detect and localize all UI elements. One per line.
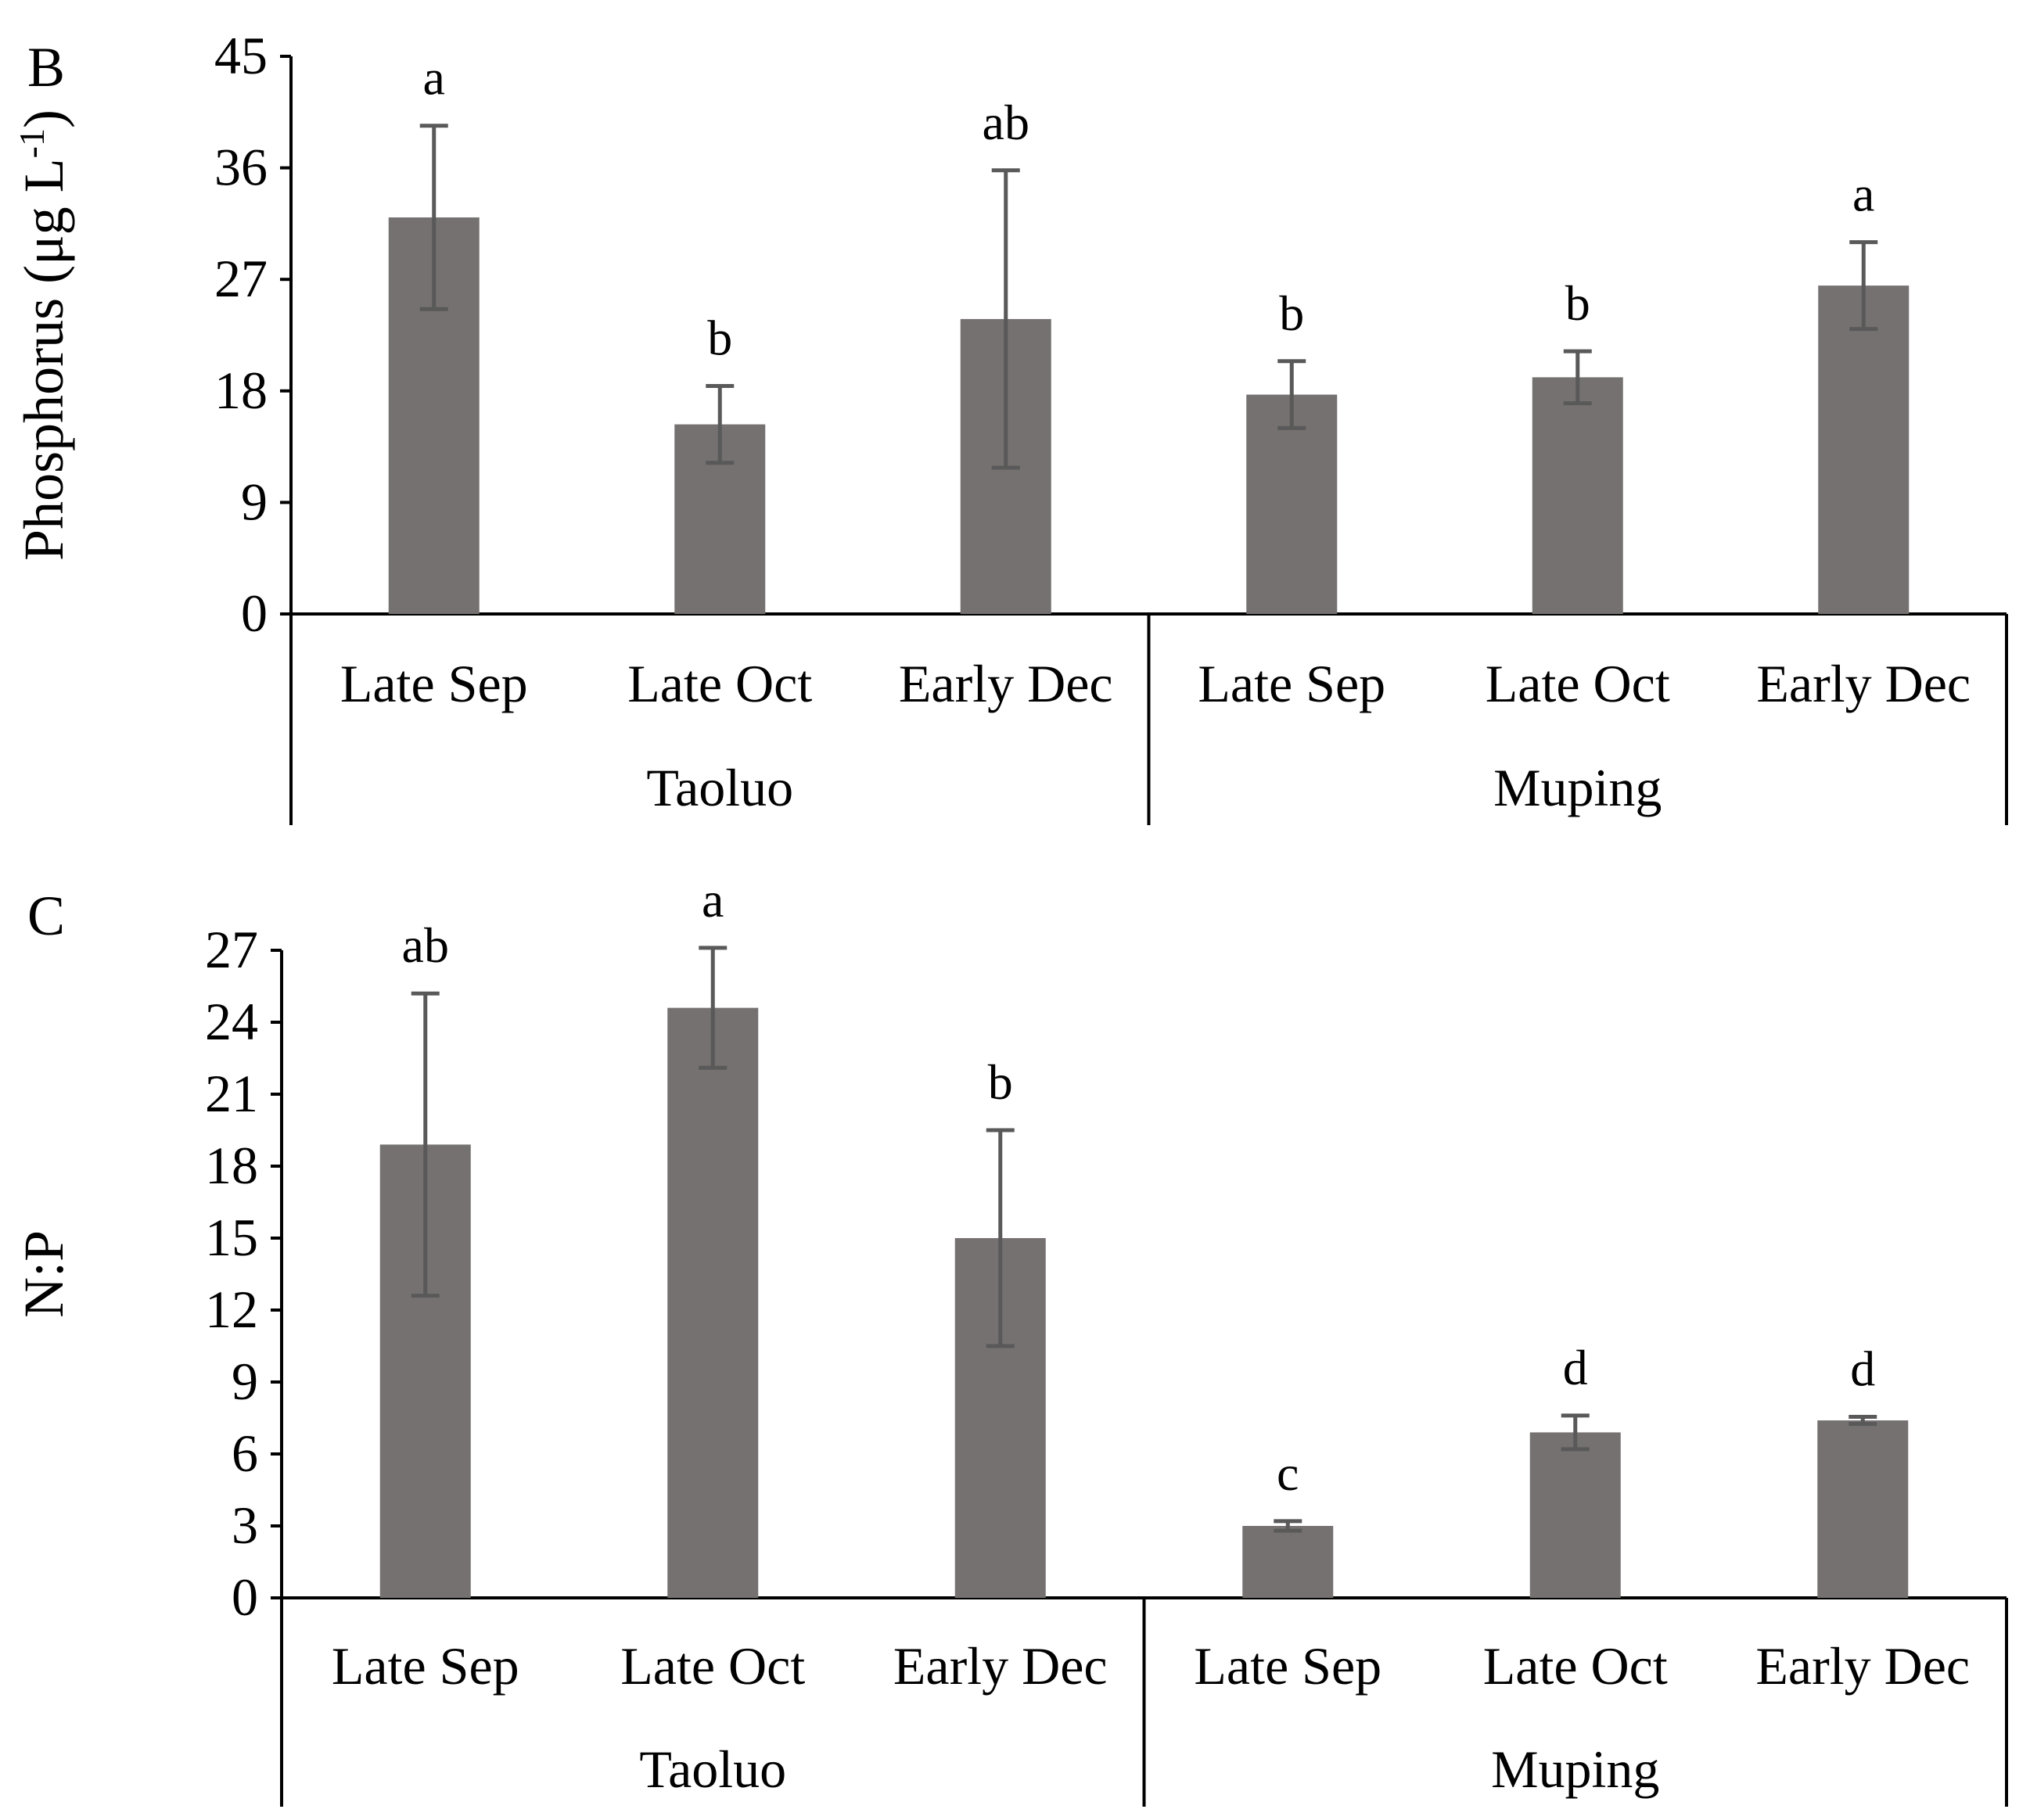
- x-group-label: Muping: [1491, 1739, 1659, 1799]
- y-tick-label: 0: [241, 583, 268, 643]
- y-axis-label-superscript: -1: [12, 128, 52, 158]
- x-group-label: Taoluo: [646, 758, 793, 817]
- panel-label: B: [27, 36, 65, 99]
- bar: [1246, 394, 1338, 614]
- x-category-label: Late Sep: [340, 654, 528, 713]
- bar: [1529, 1432, 1621, 1598]
- bar: [1818, 285, 1910, 614]
- y-tick-label: 15: [205, 1208, 258, 1267]
- x-category-label: Late Sep: [1198, 654, 1385, 713]
- bar: [1817, 1420, 1909, 1598]
- y-tick-label: 9: [232, 1352, 258, 1411]
- y-axis-label: Phosphorus (μg L-1): [12, 109, 75, 561]
- y-tick-label: 27: [205, 920, 258, 979]
- np-ratio-chart: C N:P 0 3 6 9 12 15 18 21 24 27 ab Late Sep a Late Oct b…: [13, 872, 2008, 1807]
- y-tick-label: 21: [205, 1064, 258, 1123]
- x-group-label: Taoluo: [639, 1739, 786, 1799]
- y-tick-label: 45: [214, 26, 268, 85]
- significance-letter: c: [1277, 1445, 1299, 1501]
- significance-letter: ab: [983, 95, 1029, 150]
- x-category-label: Late Oct: [1483, 1636, 1668, 1696]
- y-tick-label: 18: [205, 1136, 258, 1195]
- bar: [1532, 377, 1623, 614]
- y-axis-label-main: Phosphorus (μg L: [13, 158, 75, 561]
- significance-letter: b: [707, 310, 732, 365]
- x-category-label: Early Dec: [893, 1636, 1108, 1696]
- bar: [667, 1007, 759, 1598]
- y-axis-label-close: ): [13, 109, 75, 128]
- x-category-label: Early Dec: [1756, 654, 1971, 713]
- x-category-label: Late Sep: [332, 1636, 519, 1696]
- significance-letter: b: [1565, 275, 1590, 331]
- x-category-label: Late Oct: [620, 1636, 805, 1696]
- y-axis-label: N:P: [13, 1230, 75, 1318]
- x-group-label: Muping: [1493, 758, 1662, 817]
- x-category-label: Late Sep: [1194, 1636, 1381, 1696]
- x-category-label: Late Oct: [1486, 654, 1670, 713]
- y-tick-label: 9: [241, 472, 268, 531]
- y-tick-label: 3: [232, 1495, 258, 1555]
- panel-label: C: [27, 885, 65, 947]
- y-tick-label: 6: [232, 1423, 258, 1483]
- significance-letter: d: [1850, 1341, 1875, 1396]
- significance-letter: b: [1279, 285, 1304, 341]
- y-tick-label: 0: [232, 1567, 258, 1627]
- y-tick-label: 36: [214, 138, 268, 197]
- x-category-label: Early Dec: [1755, 1636, 1970, 1696]
- y-tick-label: 18: [214, 361, 268, 420]
- y-axis-label-main: N:P: [13, 1230, 75, 1318]
- significance-letter: ab: [402, 917, 449, 973]
- bar: [1242, 1526, 1334, 1598]
- phosphorus-chart: B Phosphorus (μg L-1) 0 9 18 27 36 45 a Late Sep b…: [12, 26, 2008, 825]
- significance-letter: a: [1852, 167, 1874, 222]
- significance-letter: a: [702, 872, 724, 928]
- y-tick-label: 27: [214, 249, 268, 308]
- y-tick-label: 12: [205, 1280, 258, 1339]
- significance-letter: b: [988, 1054, 1013, 1110]
- significance-letter: a: [423, 50, 445, 106]
- significance-letter: d: [1563, 1340, 1588, 1395]
- x-category-label: Late Oct: [627, 654, 812, 713]
- x-category-label: Early Dec: [899, 654, 1113, 713]
- y-tick-label: 24: [205, 992, 258, 1051]
